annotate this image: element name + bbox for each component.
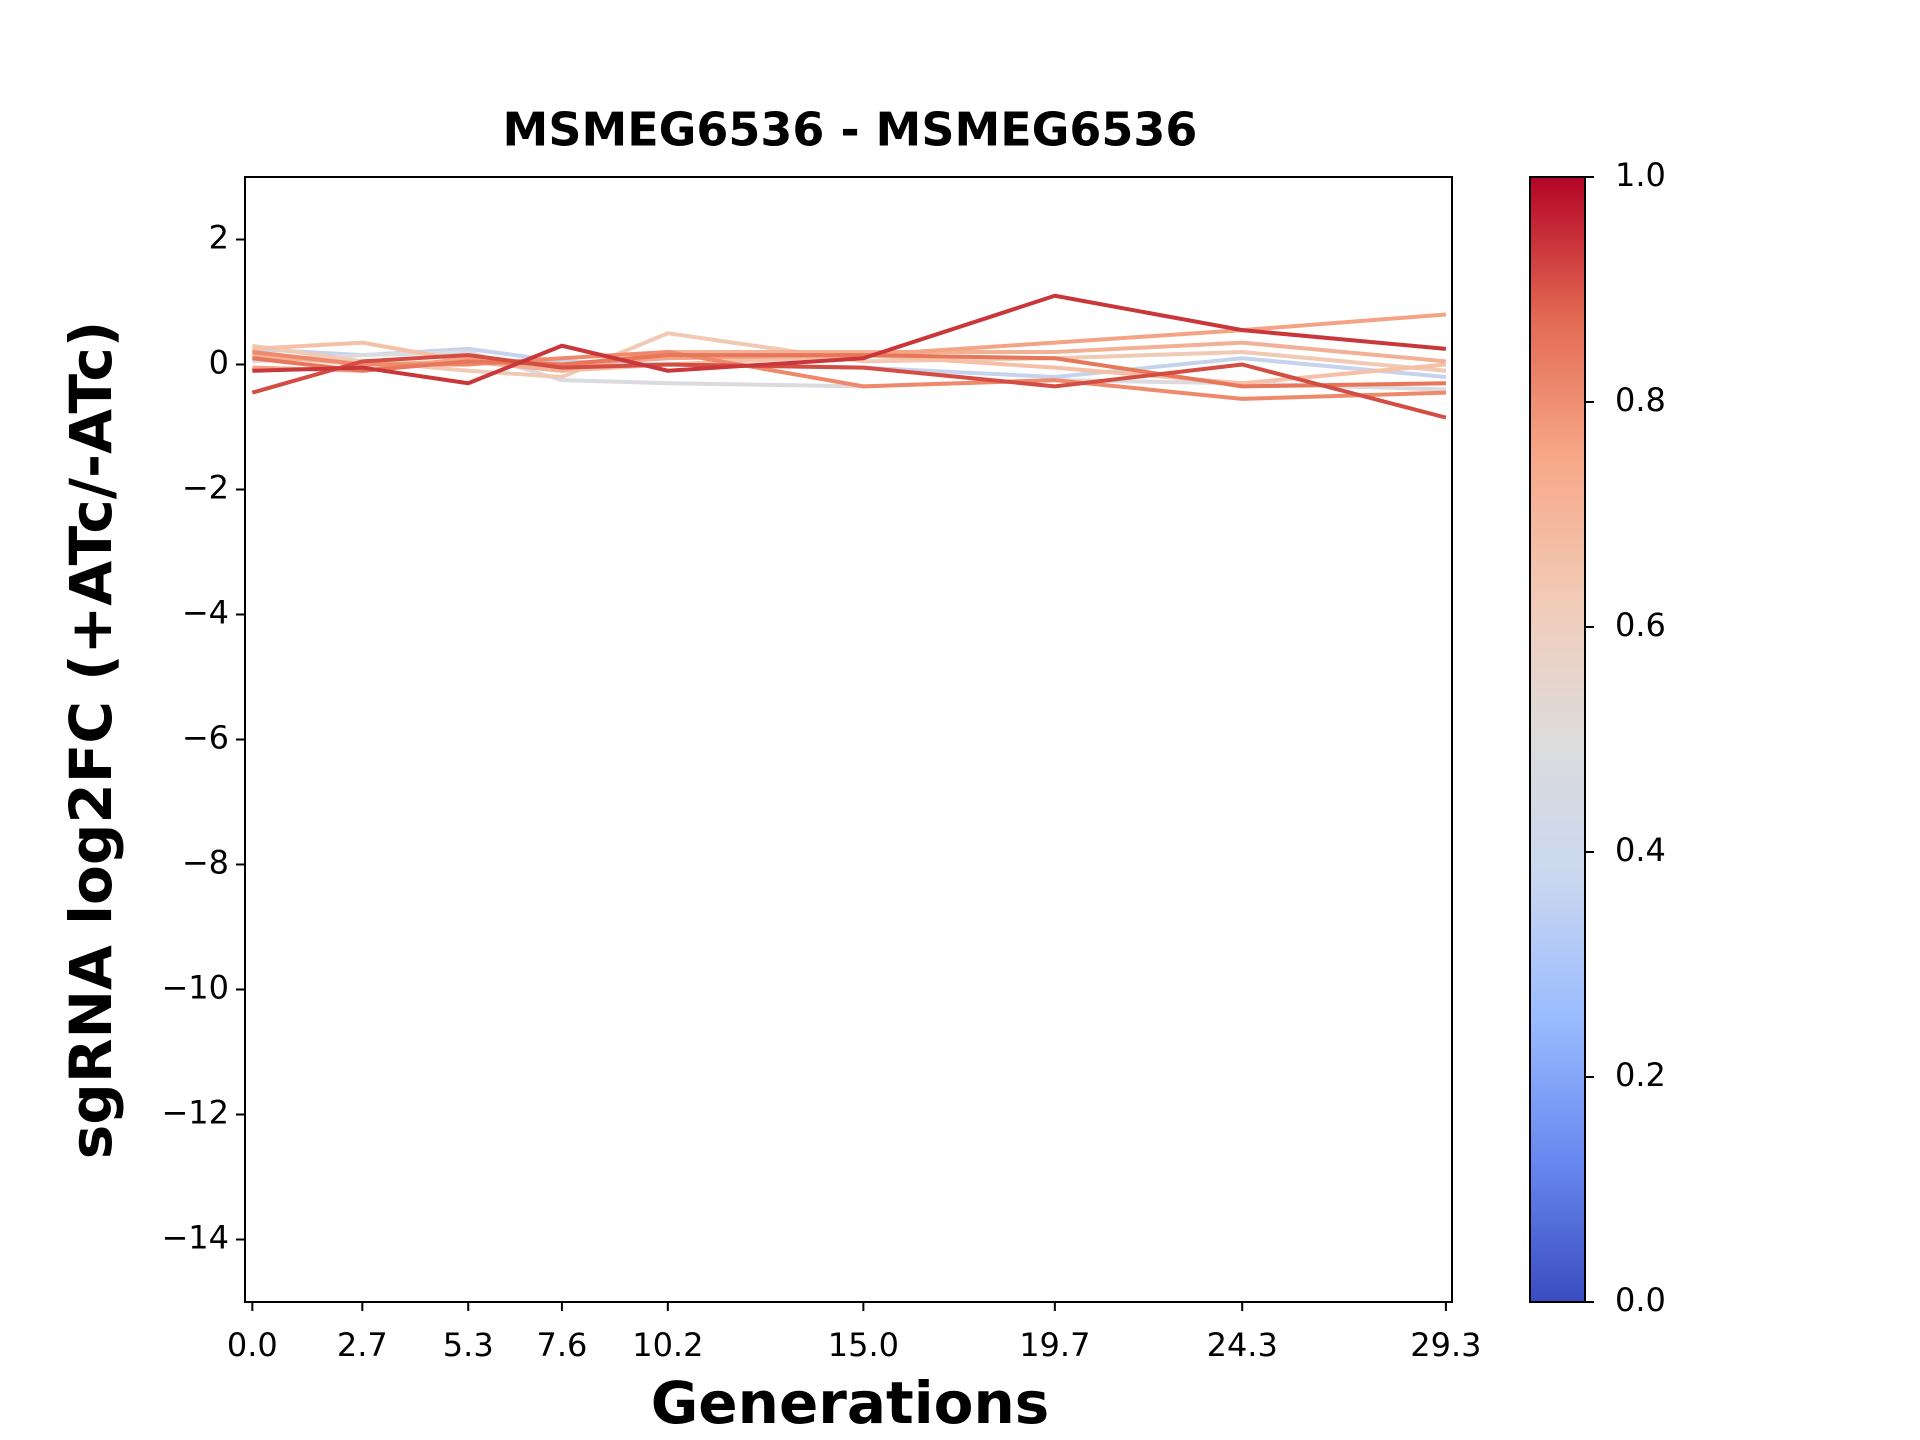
plot-frame (244, 176, 1453, 1303)
x-tick-label: 15.0 (828, 1326, 899, 1364)
x-tick-label: 29.3 (1410, 1326, 1481, 1364)
x-tick-label: 10.2 (632, 1326, 703, 1364)
chart-title: MSMEG6536 - MSMEG6536 (503, 103, 1198, 157)
y-tick-label: 0 (209, 344, 229, 382)
y-axis-label: sgRNA log2FC (+ATc/-ATc) (57, 321, 125, 1159)
x-tick-label: 5.3 (443, 1326, 494, 1364)
x-axis-label: Generations (651, 1369, 1050, 1437)
y-tick-label: 2 (209, 219, 229, 257)
series-line (252, 350, 1446, 392)
x-tick-label: 19.7 (1019, 1326, 1090, 1364)
x-tick-label: 2.7 (337, 1326, 388, 1364)
y-tick-label: −14 (161, 1219, 229, 1257)
y-tick-label: −4 (182, 594, 229, 632)
y-tick-label: −12 (161, 1094, 229, 1132)
colorbar-tick-label: 0.0 (1615, 1281, 1666, 1319)
y-tick-label: −10 (161, 969, 229, 1007)
colorbar-tick-label: 0.8 (1615, 381, 1666, 419)
colorbar (1529, 176, 1586, 1303)
colorbar-tick-label: 0.2 (1615, 1056, 1666, 1094)
series-line (252, 350, 1446, 401)
y-tick-label: −6 (182, 719, 229, 757)
series-line (251, 353, 1447, 420)
colorbar-tick-label: 0.6 (1615, 606, 1666, 644)
colorbar-tick-label: 0.4 (1615, 831, 1666, 869)
series-line (252, 353, 1446, 389)
y-tick-label: −8 (182, 844, 229, 882)
x-tick-label: 0.0 (227, 1326, 278, 1364)
x-tick-label: 24.3 (1207, 1326, 1278, 1364)
x-tick-label: 7.6 (536, 1326, 587, 1364)
colorbar-tick-label: 1.0 (1615, 156, 1666, 194)
y-tick-label: −2 (182, 469, 229, 507)
series-line (252, 293, 1447, 386)
